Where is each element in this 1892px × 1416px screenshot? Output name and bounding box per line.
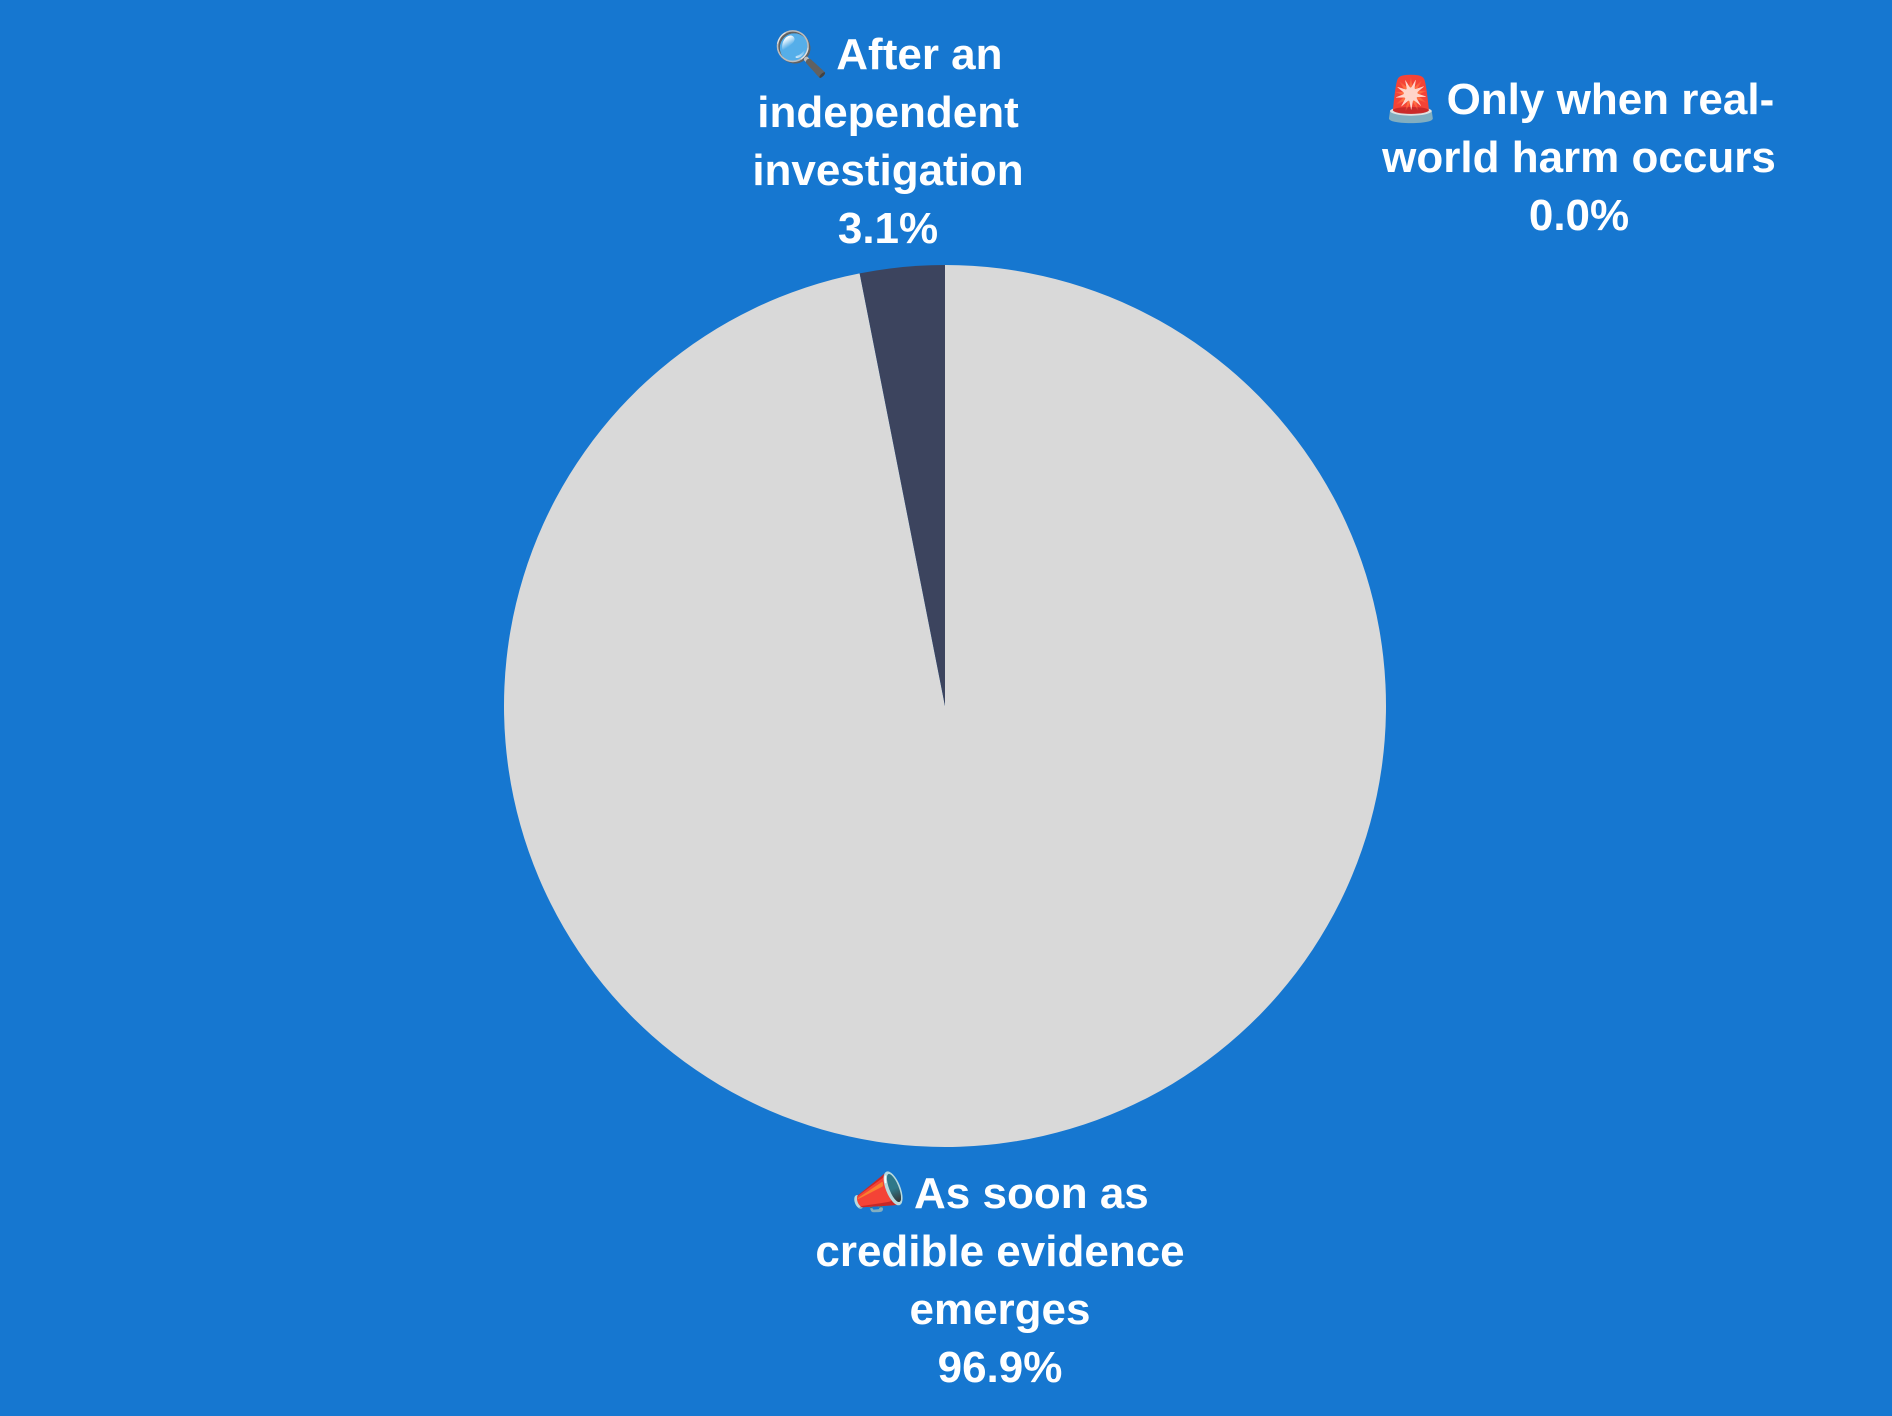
slice-label-text: As soon as credible evidence emerges bbox=[815, 1169, 1185, 1334]
slice-label-evidence: 📣 As soon as credible evidence emerges 96… bbox=[790, 1165, 1210, 1397]
slice-value-label: 0.0% bbox=[1528, 191, 1630, 240]
pie-slices bbox=[504, 265, 1387, 1148]
slice-label-text: After an independent investigation bbox=[752, 30, 1024, 195]
pie-slice-1 bbox=[859, 265, 945, 706]
magnifying-glass-icon: 🔍 bbox=[773, 29, 829, 80]
pie-slice-0 bbox=[504, 265, 1387, 1148]
slice-value-label: 3.1% bbox=[837, 204, 939, 253]
slice-label-investigation: 🔍 After an independent investigation 3.1% bbox=[738, 26, 1038, 258]
slice-value-label: 96.9% bbox=[937, 1343, 1063, 1392]
siren-icon: 🚨 bbox=[1383, 74, 1439, 125]
slice-label-harm: 🚨 Only when real-world harm occurs 0.0% bbox=[1369, 71, 1789, 245]
megaphone-icon: 📣 bbox=[851, 1168, 907, 1219]
slice-label-text: Only when real-world harm occurs bbox=[1382, 75, 1776, 182]
